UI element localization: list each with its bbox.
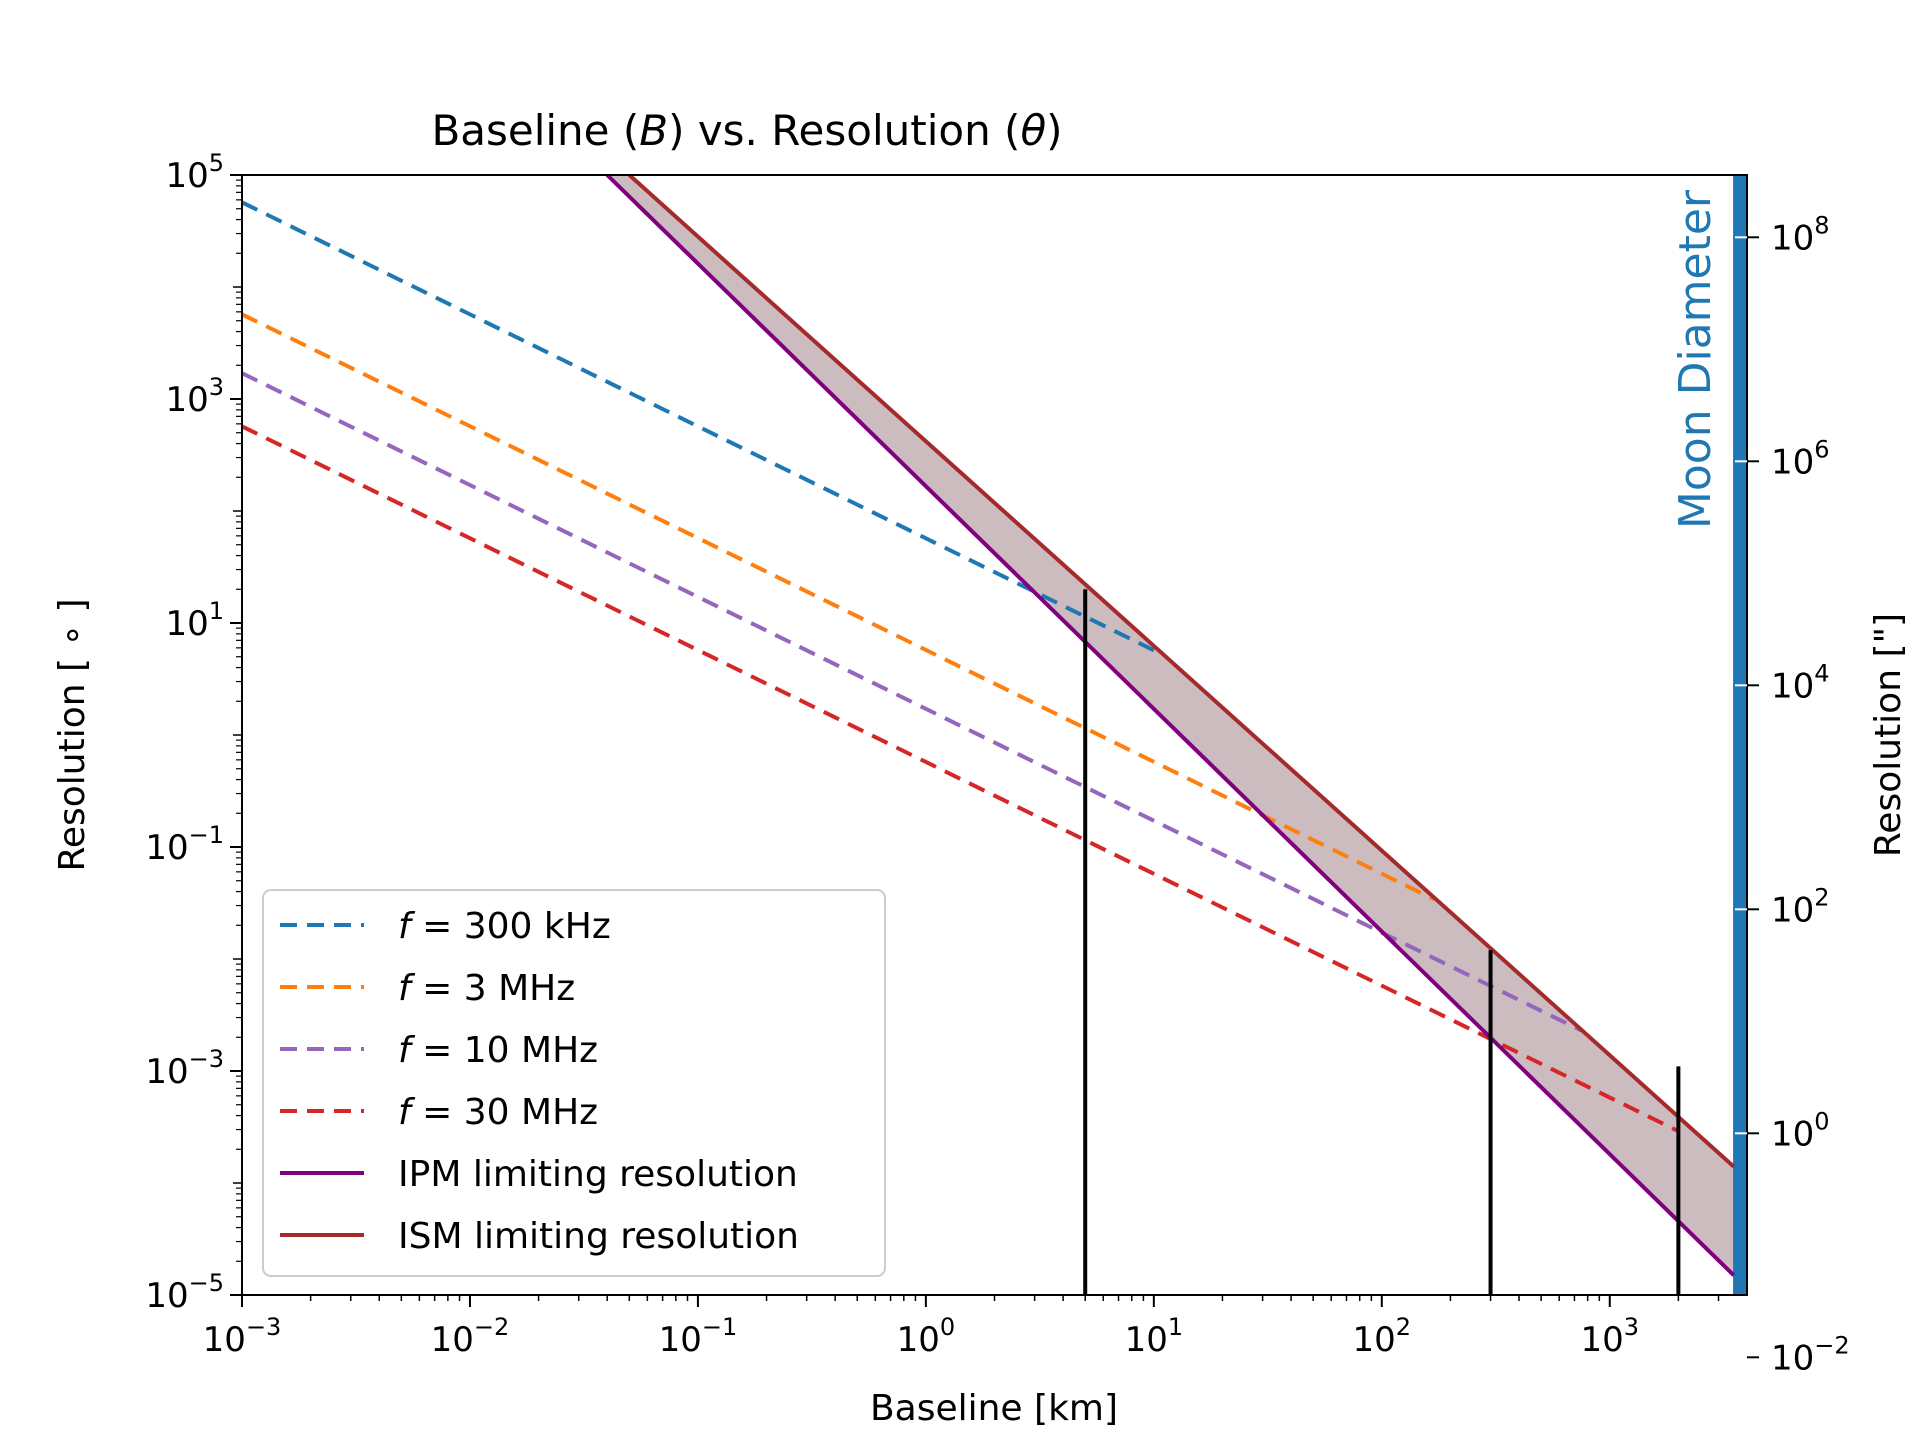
series-line-0: [242, 200, 1155, 653]
legend-label-0: f = 300 kHz: [398, 906, 611, 947]
chart-title: Baseline (B) vs. Resolution (θ): [431, 106, 1062, 155]
y2-tick-label: 104: [1771, 659, 1830, 706]
y2-tick-label: 106: [1771, 435, 1830, 482]
x-tick-label: 102: [1353, 1313, 1412, 1360]
series-line-2: [242, 371, 1583, 1033]
y-tick-label: 10−5: [145, 1269, 224, 1316]
legend-label-5: ISM limiting resolution: [398, 1216, 799, 1257]
x-axis-title: Baseline [km]: [870, 1388, 1118, 1429]
y-tick-label: 10−3: [145, 1045, 224, 1092]
y2-tick-label: 100: [1771, 1107, 1830, 1154]
y-axis-title: Resolution [ ∘ ]: [52, 598, 93, 871]
y-tick-label: 10−1: [145, 821, 224, 868]
legend-label-2: f = 10 MHz: [398, 1030, 598, 1071]
title-pre: Baseline (: [431, 106, 639, 155]
plot-area: [242, 175, 1747, 1295]
y2-axis-title: Resolution ["]: [1868, 613, 1909, 857]
x-tick-label: 103: [1580, 1313, 1639, 1360]
x-tick-label: 101: [1125, 1313, 1184, 1360]
title-post: ): [1046, 106, 1062, 155]
y-tick-label: 105: [165, 149, 224, 196]
ticks: 10−3 10−2 10−1 100 101 102 10310−510−310−11011…: [145, 149, 1849, 1378]
y2-tick-label: 10−2: [1771, 1331, 1850, 1378]
y-tick-label: 101: [165, 597, 224, 644]
title-b: B: [639, 106, 668, 155]
series-line-3: [242, 424, 1680, 1134]
series-line-5: [627, 175, 1736, 1169]
y2-tick-label: 108: [1771, 211, 1830, 258]
series-line-4: [605, 175, 1736, 1277]
legend-label-1: f = 3 MHz: [398, 968, 575, 1009]
x-tick-label: 100: [897, 1313, 956, 1360]
series-line-1: [242, 312, 1436, 902]
y2-tick-label: 102: [1771, 883, 1830, 930]
moon-diameter-bar: [1733, 175, 1747, 1295]
legend-label-4: IPM limiting resolution: [398, 1154, 798, 1195]
x-tick-label: 10−2: [431, 1313, 510, 1360]
x-tick-label: 10−3: [203, 1313, 282, 1360]
title-mid: ) vs. Resolution (: [668, 106, 1020, 155]
x-tick-label: 10−1: [659, 1313, 738, 1360]
y-tick-label: 103: [165, 373, 224, 420]
legend-label-3: f = 30 MHz: [398, 1092, 598, 1133]
legend-box: [262, 889, 886, 1277]
legend: f = 300 kHz f = 3 MHz f = 10 MHz f = 30 MHz…: [262, 889, 886, 1277]
title-theta: θ: [1020, 106, 1046, 155]
moon-diameter-label: Moon Diameter: [1670, 189, 1721, 529]
